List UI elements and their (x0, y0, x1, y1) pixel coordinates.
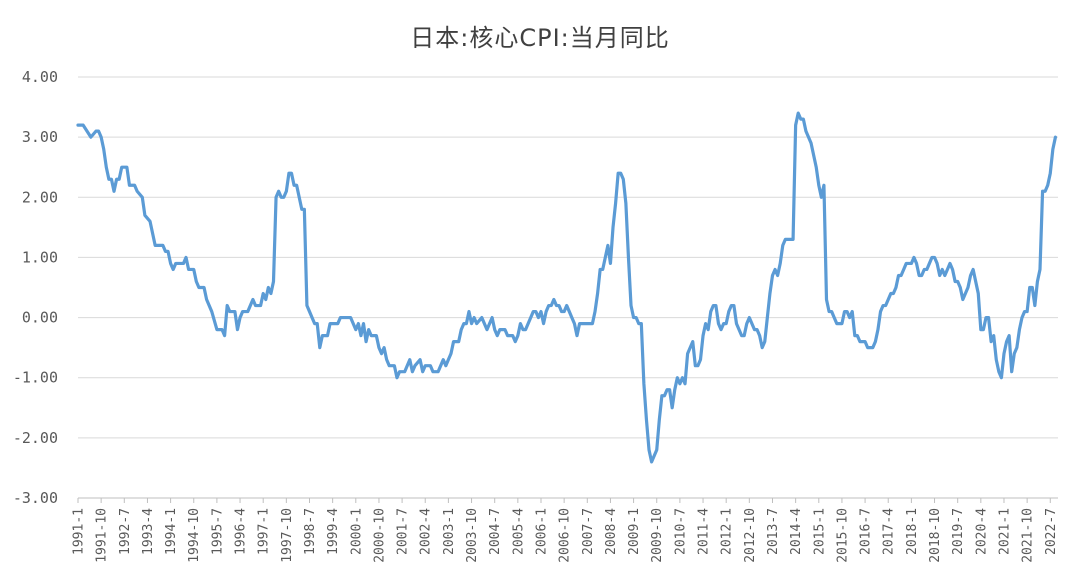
x-tick-label: 2018-1 (905, 508, 920, 555)
x-tick-label: 1998-7 (303, 508, 318, 555)
x-tick-label: 2020-4 (974, 508, 989, 555)
y-tick-label: 4.00 (22, 68, 58, 86)
x-tick-label: 1997-10 (280, 508, 295, 563)
x-tick-label: 2000-10 (372, 508, 387, 563)
y-tick-label: 0.00 (22, 309, 58, 327)
x-tick-label: 2017-4 (882, 508, 897, 555)
y-tick-label: 1.00 (22, 248, 58, 266)
x-tick-label: 2004-7 (488, 508, 503, 555)
y-tick-label: -1.00 (13, 369, 58, 387)
x-tick-label: 2005-4 (511, 508, 526, 555)
x-tick-label: 2021-10 (1021, 508, 1036, 563)
y-tick-label: -2.00 (13, 429, 58, 447)
x-tick-label: 2000-1 (349, 508, 364, 555)
x-tick-label: 2003-10 (465, 508, 480, 563)
x-tick-label: 1991-1 (72, 508, 87, 555)
x-tick-label: 2015-1 (812, 508, 827, 555)
x-tick-label: 2018-10 (928, 508, 943, 563)
series-line (76, 111, 1058, 464)
x-tick-label: 2009-10 (650, 508, 665, 563)
x-tick-label: 2006-10 (558, 508, 573, 563)
x-tick-label: 1997-1 (257, 508, 272, 555)
x-axis-labels: 1991-1 1991-10 1992-7 1993-4 1994-1 1994-10 19… (72, 498, 1059, 563)
x-tick-label: 1996-4 (234, 508, 249, 555)
x-tick-label: 2016-7 (859, 508, 874, 555)
x-tick-label: 2010-7 (673, 508, 688, 555)
x-tick-label: 2015-10 (835, 508, 850, 563)
x-tick-label: 2001-7 (396, 508, 411, 555)
x-tick-label: 2021-1 (997, 508, 1012, 555)
chart-title: 日本:核心CPI:当月同比 (410, 24, 670, 52)
x-tick-label: 2008-4 (604, 508, 619, 555)
x-tick-label: 1992-7 (118, 508, 133, 555)
y-tick-label: -3.00 (13, 489, 58, 507)
x-tick-label: 1993-4 (141, 508, 156, 555)
x-tick-label: 1991-10 (95, 508, 110, 563)
x-tick-label: 1994-1 (164, 508, 179, 555)
x-tick-label: 2013-7 (766, 508, 781, 555)
y-axis-labels: 4.00 3.00 2.00 1.00 0.00 -1.00 -2.00 -3.00 (13, 68, 58, 507)
x-tick-label: 1999-4 (326, 508, 341, 555)
y-tick-label: 2.00 (22, 188, 58, 206)
x-tick-label: 2022-7 (1044, 508, 1059, 555)
x-tick-label: 2012-1 (720, 508, 735, 555)
y-tick-label: 3.00 (22, 128, 58, 146)
x-tick-label: 2003-1 (442, 508, 457, 555)
x-tick-label: 1994-10 (187, 508, 202, 563)
gridlines (78, 76, 1058, 499)
x-tick-label: 2002-4 (419, 508, 434, 555)
x-tick-label: 2011-4 (697, 508, 712, 555)
x-tick-label: 2014-4 (789, 508, 804, 555)
x-tick-label: 2006-1 (534, 508, 549, 555)
x-tick-label: 2019-7 (951, 508, 966, 555)
x-tick-label: 1995-7 (210, 508, 225, 555)
x-tick-label: 2012-10 (743, 508, 758, 563)
x-tick-label: 2009-1 (627, 508, 642, 555)
x-tick-label: 2007-7 (581, 508, 596, 555)
series-layer (76, 111, 1058, 464)
